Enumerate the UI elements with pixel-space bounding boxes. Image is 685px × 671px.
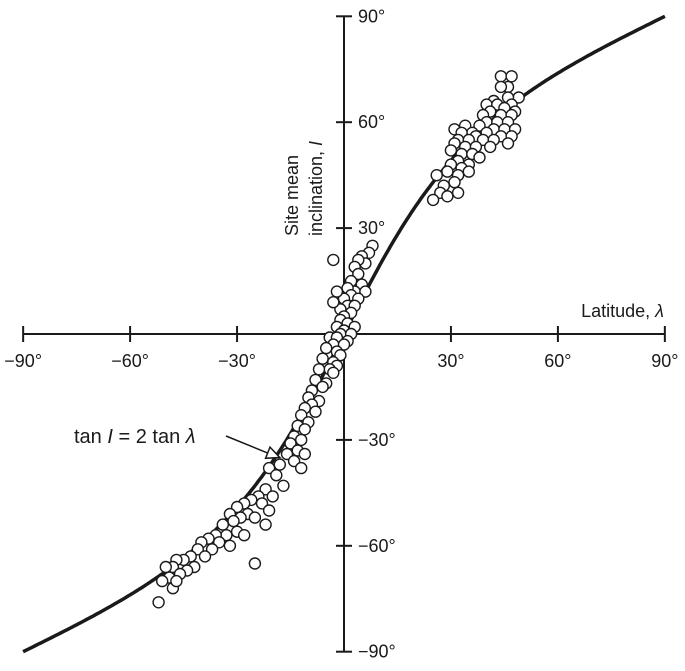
data-point — [277, 479, 290, 492]
data-point — [248, 557, 262, 570]
x-tick-label: −60° — [111, 351, 149, 371]
data-point — [330, 285, 344, 298]
x-tick-label: 30° — [437, 351, 464, 371]
data-point — [159, 560, 173, 574]
data-point — [227, 514, 240, 528]
y-tick-label: 30° — [358, 218, 385, 238]
data-point — [223, 539, 237, 552]
data-point — [494, 70, 508, 83]
data-points — [152, 70, 525, 609]
data-point — [426, 193, 440, 207]
data-point — [448, 175, 461, 189]
labels: Latitude, λ Site mean inclination, I tan I … — [74, 141, 664, 460]
data-point — [270, 469, 283, 482]
x-tick-label: −30° — [218, 351, 256, 371]
curve-equation-label: tan I = 2 tan λ — [74, 426, 196, 448]
data-point — [430, 168, 443, 182]
data-point — [309, 405, 322, 418]
data-point — [441, 190, 454, 203]
data-point — [484, 140, 497, 154]
data-point — [170, 574, 183, 588]
data-point — [248, 511, 262, 524]
data-point — [295, 433, 308, 447]
data-point — [262, 461, 276, 475]
data-point — [462, 165, 475, 178]
svg-text:inclination, I: inclination, I — [306, 141, 326, 236]
x-axis-title: Latitude, λ — [581, 301, 664, 321]
data-point — [152, 596, 165, 609]
data-point — [327, 366, 340, 379]
data-point — [298, 447, 311, 461]
annotation-arrow — [225, 435, 275, 457]
data-point — [155, 574, 169, 588]
svg-text:Site mean: Site mean — [282, 155, 302, 236]
y-tick-label: 90° — [358, 6, 385, 26]
y-tick-label: −30° — [358, 430, 396, 450]
arrow-head — [264, 445, 282, 460]
data-point — [494, 80, 508, 94]
data-point — [327, 296, 340, 309]
data-point — [316, 380, 329, 394]
data-point — [501, 137, 515, 150]
data-point — [327, 253, 340, 267]
data-point — [273, 458, 286, 471]
x-tick-label: 90° — [651, 351, 678, 371]
data-point — [316, 352, 329, 365]
data-point — [298, 423, 311, 436]
data-point — [262, 504, 276, 517]
data-point — [266, 490, 279, 503]
y-tick-label: 60° — [358, 112, 385, 132]
data-point — [237, 529, 251, 542]
data-point — [216, 518, 230, 531]
data-point — [320, 341, 333, 355]
data-point — [259, 518, 272, 531]
data-point — [444, 144, 458, 157]
data-point — [473, 151, 486, 164]
y-axis-title: Site mean inclination, I — [282, 141, 326, 236]
y-tick-label: −90° — [358, 642, 396, 662]
y-tick-label: −60° — [358, 536, 396, 556]
x-tick-label: 60° — [544, 351, 571, 371]
data-point — [198, 550, 212, 563]
x-tick-label: −90° — [4, 351, 42, 371]
data-point — [441, 165, 454, 178]
data-point — [451, 186, 465, 200]
data-point — [505, 70, 518, 83]
ticks: −90° −60° −30° 30° 60° 90° 90° 60° 30° −30° −60° −9… — [4, 6, 678, 661]
data-point — [312, 363, 326, 376]
data-point — [295, 461, 308, 475]
